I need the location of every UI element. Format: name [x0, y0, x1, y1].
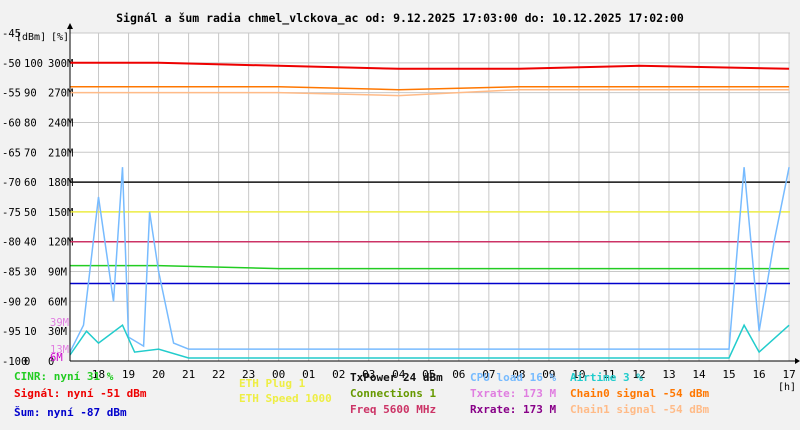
y-tick-dbm: -55 — [2, 88, 21, 100]
series-cpu-load — [69, 167, 790, 353]
y-unit-dbm: [dBm] — [16, 32, 46, 43]
y-tick-pct: 60 — [24, 177, 37, 189]
legend-item: Freq 5600 MHz — [350, 403, 437, 416]
legend-item: CINR: nyní 31 % — [14, 370, 114, 383]
y-tick-pct: 20 — [24, 296, 37, 308]
y-tick-dbm: -60 — [2, 117, 21, 129]
x-tick: 20 — [152, 368, 165, 381]
legend-item: TxPower 24 dBm — [350, 371, 443, 384]
y-tick-rate: 270M — [48, 88, 73, 100]
y-tick-dbm: -45 — [2, 28, 21, 40]
legend-item: ETH Plug 1 — [239, 377, 306, 390]
y-tick-pct: 30 — [24, 267, 37, 279]
x-tick: 14 — [692, 368, 706, 381]
x-tick: 00 — [272, 368, 285, 381]
y-tick-dbm: -100 — [2, 356, 27, 368]
y-tick-pct: 10 — [24, 326, 37, 338]
series-chain1 — [70, 88, 790, 97]
x-tick: 19 — [122, 368, 135, 381]
y-tick-pct: 80 — [24, 117, 37, 129]
legend-item: Txrate: 173 M — [470, 387, 557, 400]
legend-item: Chain1 signal -54 dBm — [570, 403, 710, 416]
legend-item: Signál: nyní -51 dBm — [14, 387, 147, 400]
y-tick-rate: 240M — [48, 117, 73, 129]
rate-marker: 13M — [50, 344, 69, 356]
rate-marker: 6M — [50, 352, 63, 364]
x-tick: 16 — [752, 368, 765, 381]
y-tick-dbm: -50 — [2, 58, 21, 70]
x-tick: 05 — [422, 368, 435, 381]
series-airtime — [69, 323, 790, 359]
y-unit-pct: [%] — [51, 32, 69, 43]
x-tick: 04 — [392, 368, 406, 381]
x-tick: 22 — [212, 368, 225, 381]
x-tick: 01 — [302, 368, 315, 381]
legend-item: Chain0 signal -54 dBm — [570, 387, 710, 400]
y-tick-pct: 40 — [24, 237, 37, 249]
y-tick-dbm: -90 — [2, 296, 21, 308]
x-axis-arrow — [795, 358, 800, 364]
y-tick-rate: 30M — [48, 326, 67, 338]
y-tick-dbm: -85 — [2, 267, 21, 279]
y-tick-pct: 0 — [24, 356, 30, 368]
y-axis-arrow — [67, 23, 73, 29]
x-tick: 10 — [572, 368, 585, 381]
plot-area — [70, 33, 790, 361]
rate-marker: 39M — [50, 317, 69, 329]
y-tick-rate: 60M — [48, 296, 67, 308]
x-tick: 02 — [332, 368, 345, 381]
legend-item: Airtime 3 % — [570, 371, 643, 384]
x-tick: 07 — [482, 368, 495, 381]
y-tick-pct: 100 — [24, 58, 43, 70]
y-tick-dbm: -75 — [2, 207, 21, 219]
y-tick-rate: 0 — [48, 356, 54, 368]
y-tick-dbm: -95 — [2, 326, 21, 338]
y-tick-rate: 120M — [48, 237, 73, 249]
x-tick: 06 — [452, 368, 465, 381]
y-tick-rate: 90M — [48, 267, 67, 279]
y-tick-pct: 70 — [24, 147, 37, 159]
x-tick: 08 — [512, 368, 525, 381]
x-tick: 15 — [722, 368, 735, 381]
x-unit: [h] — [778, 382, 796, 393]
legend-item: CPU load 16 % — [470, 371, 557, 384]
y-tick-dbm: -80 — [2, 237, 21, 249]
y-tick-rate: 150M — [48, 207, 73, 219]
legend-item: ETH Speed 1000 — [239, 392, 332, 405]
x-tick: 17 — [782, 368, 795, 381]
y-tick-dbm: -65 — [2, 147, 21, 159]
x-tick: 21 — [182, 368, 195, 381]
series-signal — [70, 61, 790, 70]
legend-item: Connections 1 — [350, 387, 437, 400]
x-tick: 12 — [632, 368, 645, 381]
y-tick-pct: 50 — [24, 207, 37, 219]
x-tick: 18 — [92, 368, 105, 381]
x-tick: 11 — [602, 368, 615, 381]
y-tick-rate: 210M — [48, 147, 73, 159]
x-tick: 03 — [362, 368, 375, 381]
series-cinr — [70, 264, 790, 270]
y-tick-rate: 180M — [48, 177, 73, 189]
y-tick-pct: 90 — [24, 88, 37, 100]
series-chain0 — [70, 85, 790, 91]
y-tick-rate: 300M — [48, 58, 73, 70]
y-tick-dbm: -70 — [2, 177, 21, 189]
x-tick: 13 — [662, 368, 675, 381]
legend-item: Rxrate: 173 M — [470, 403, 557, 416]
x-tick: 09 — [542, 368, 555, 381]
x-tick: 23 — [242, 368, 255, 381]
chart-title: Signál a šum radia chmel_vlckova_ac od: … — [116, 11, 684, 25]
legend-item: Šum: nyní -87 dBm — [14, 406, 127, 419]
